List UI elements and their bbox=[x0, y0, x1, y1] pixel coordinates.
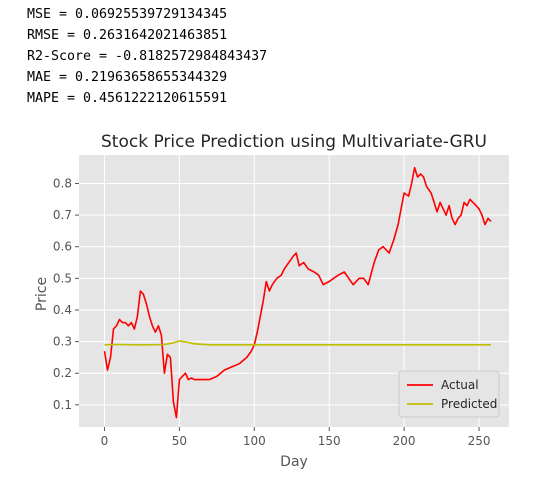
x-tick-label: 50 bbox=[172, 434, 187, 448]
axis-ticks: 0 50 100 150 200 250 0.1 0.2 0.3 0.4 0.5 0.6 0.7 0.8 bbox=[53, 176, 491, 448]
metric-mape: MAPE = 0.4561222120615591 bbox=[27, 91, 228, 106]
x-tick-label: 200 bbox=[393, 434, 416, 448]
legend: Actual Predicted bbox=[398, 370, 500, 418]
y-tick-label: 0.5 bbox=[53, 271, 72, 285]
y-tick-label: 0.3 bbox=[53, 335, 72, 349]
series-line-predicted bbox=[104, 340, 491, 346]
legend-label-actual: Actual bbox=[441, 378, 479, 392]
series-line-actual bbox=[103, 166, 492, 419]
metric-rmse: RMSE = 0.2631642021463851 bbox=[27, 28, 228, 43]
x-tick-label: 150 bbox=[318, 434, 341, 448]
y-tick-label: 0.4 bbox=[53, 303, 72, 317]
metric-mse: MSE = 0.06925539729134345 bbox=[27, 7, 228, 22]
y-tick-label: 0.6 bbox=[53, 240, 72, 254]
y-axis-label: Price bbox=[34, 277, 50, 311]
series-lines bbox=[103, 166, 492, 419]
chart-title: Stock Price Prediction using Multivariat… bbox=[101, 132, 487, 152]
y-tick-label: 0.7 bbox=[53, 208, 72, 222]
x-axis-label: Day bbox=[280, 454, 308, 470]
y-tick-label: 0.1 bbox=[53, 398, 72, 412]
metrics-output: MSE = 0.06925539729134345 RMSE = 0.26316… bbox=[27, 4, 267, 109]
legend-label-predicted: Predicted bbox=[441, 397, 497, 411]
metric-r2-score: R2-Score = -0.8182572984843437 bbox=[27, 49, 268, 64]
legend-box bbox=[398, 370, 500, 418]
x-tick-label: 100 bbox=[243, 434, 266, 448]
y-tick-label: 0.8 bbox=[53, 176, 72, 190]
metric-mae: MAE = 0.21963658655344329 bbox=[27, 70, 228, 85]
x-tick-label: 0 bbox=[101, 434, 109, 448]
y-tick-label: 0.2 bbox=[53, 366, 72, 380]
x-tick-label: 250 bbox=[468, 434, 491, 448]
